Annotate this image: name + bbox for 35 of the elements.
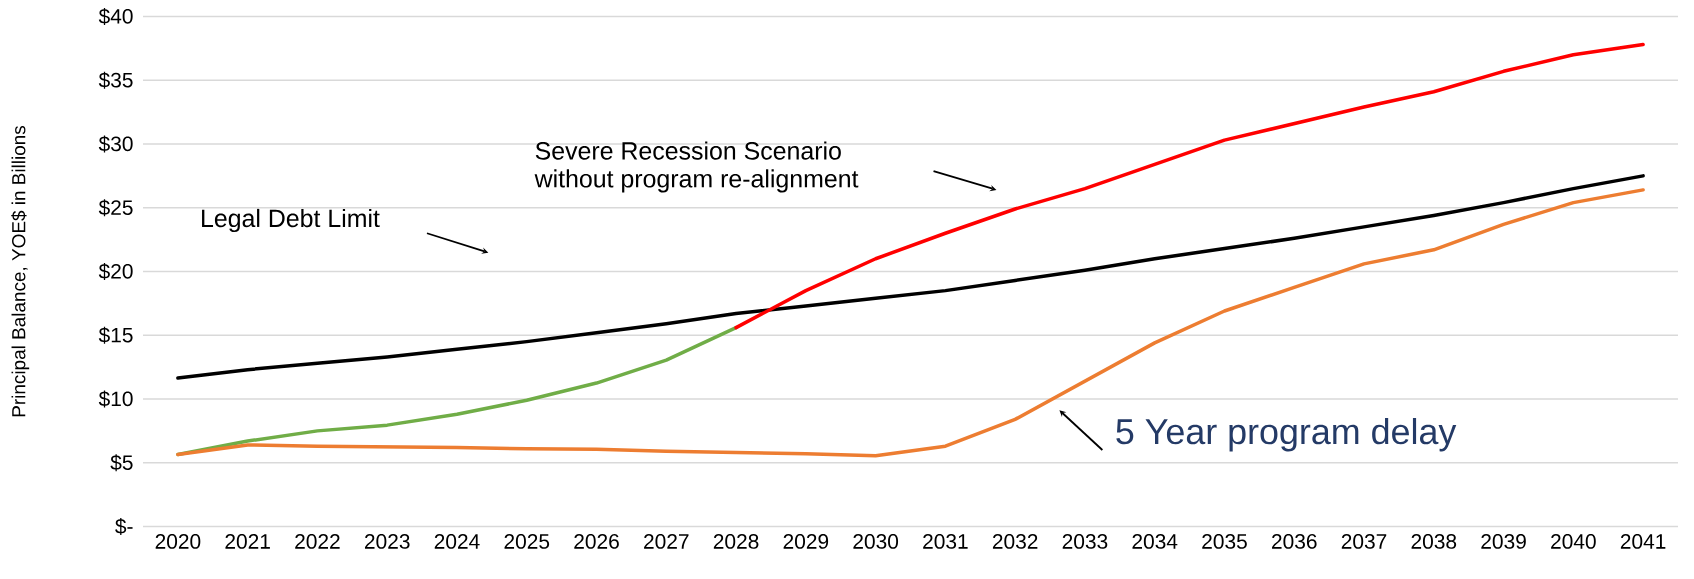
y-tick-label: $25 [98,199,133,217]
x-tick-label: 2025 [504,534,550,549]
x-tick-label: 2035 [1202,534,1247,549]
x-tick-label: 2037 [1341,534,1387,549]
y-tick-label: $40 [98,8,133,25]
annotation: Legal Debt Limit [202,208,380,233]
x-tick-label: 2040 [1551,534,1596,549]
x-tick-label: 2026 [574,534,619,549]
annotation: 5 Year program delay [1116,417,1457,452]
x-tick-label: 2032 [992,534,1038,549]
x-tick-label: 2041 [1620,534,1666,549]
x-tick-label: 2036 [1272,534,1317,549]
y-axis-title: Principal Balance, YOE$ in Billions [11,126,30,417]
y-tick-label: $35 [98,71,133,89]
annotation: Severe Recession Scenario without program re-alignment [534,141,859,193]
x-tick-label: 2031 [923,534,968,549]
x-tick-label: 2027 [644,534,689,549]
y-tick-label: $- [115,518,133,535]
x-tick-label: 2033 [1062,534,1108,549]
x-tick-label: 2020 [155,534,201,549]
y-tick-label: $15 [98,326,133,344]
x-tick-label: 2023 [364,534,410,549]
x-tick-label: 2030 [853,534,899,549]
y-tick-label: $5 [110,454,133,472]
y-tick-label: $10 [98,390,133,408]
x-tick-label: 2028 [713,534,759,549]
y-tick-label: $30 [98,135,133,153]
y-tick-label: $20 [98,263,133,280]
x-tick-label: 2029 [783,534,829,549]
x-tick-label: 2024 [434,534,480,549]
x-tick-label: 2022 [295,534,340,549]
x-tick-label: 2021 [225,534,270,549]
x-tick-label: 2038 [1411,534,1457,549]
x-tick-label: 2039 [1481,534,1526,549]
x-tick-label: 2034 [1132,534,1178,549]
